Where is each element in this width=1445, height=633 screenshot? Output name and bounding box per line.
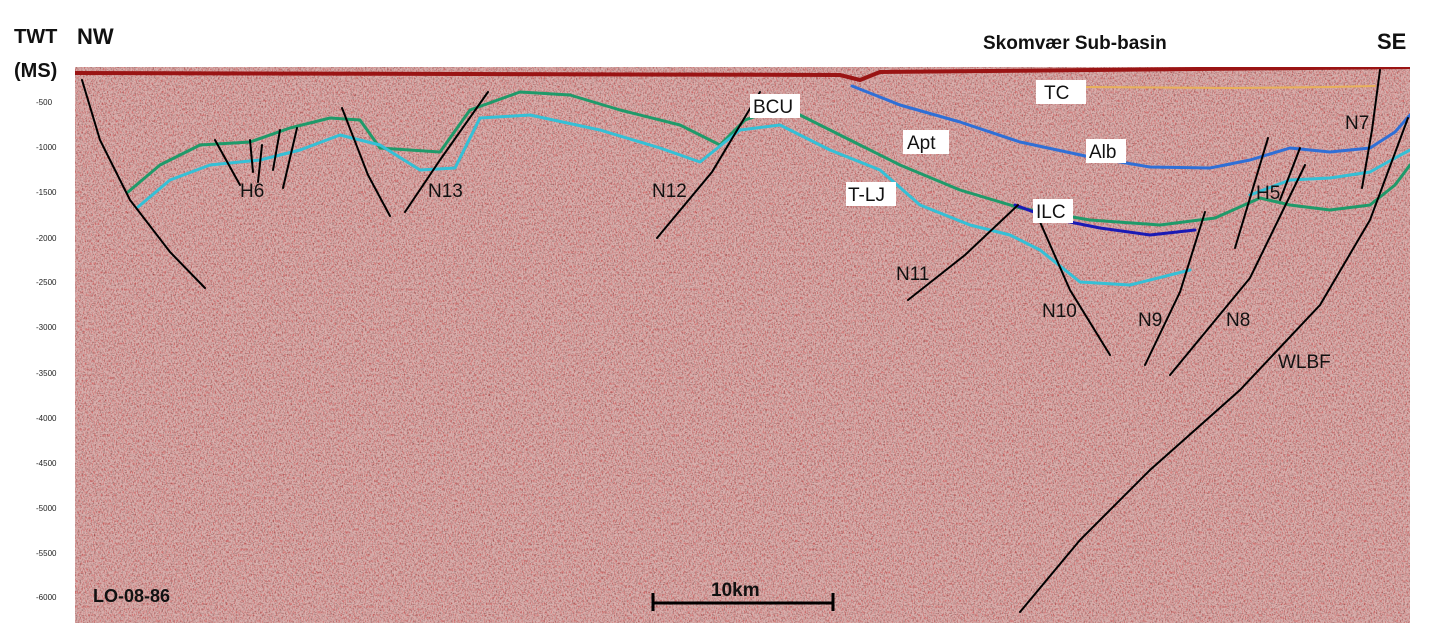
twt-units-label: (MS) (14, 60, 58, 82)
fault-label-h6: H6 (240, 181, 264, 202)
fault-label-n12: N12 (652, 181, 687, 202)
horizon-label-tc: TC (1044, 83, 1069, 104)
fault-h6-line (272, 129, 281, 171)
fault-n13-line (341, 107, 391, 217)
fault-label-h5: H5 (1256, 183, 1280, 204)
horizon-label-alb: Alb (1089, 142, 1116, 163)
fault-h6-line (257, 144, 263, 183)
horizon-tlj-east-line (1248, 148, 1410, 197)
y-tick-label: -500 (36, 98, 53, 107)
y-tick-label: -5000 (36, 504, 57, 513)
fault-h6-line (282, 127, 298, 189)
se-direction-label: SE (1377, 29, 1407, 54)
twt-axis-title: TWT (14, 26, 58, 48)
label-box (750, 94, 800, 118)
fault-label-n8: N8 (1226, 310, 1250, 331)
fault-label-wlbf: WLBF (1278, 352, 1331, 373)
fault-n13-line (404, 91, 489, 213)
seabed-reflector (75, 67, 1410, 83)
horizon-labels: TC Alb Apt BCU T-LJ ILC (750, 80, 1126, 223)
y-axis-ticks: -500 -1000 -1500 -2000 -2500 -3000 -3500… (36, 98, 57, 602)
fault-n9-line (1144, 211, 1206, 366)
horizon-tc-line (1084, 85, 1376, 89)
fault-line (81, 79, 206, 289)
y-tick-label: -4000 (36, 414, 57, 423)
fault-label-n13: N13 (428, 181, 463, 202)
y-tick-label: -1500 (36, 188, 57, 197)
fault-h5-line (1234, 137, 1269, 249)
fault-label-n7: N7 (1345, 113, 1369, 134)
horizon-label-tlj: T-LJ (848, 185, 885, 206)
fault-n11-line (907, 204, 1019, 301)
fault-n12-line (656, 91, 761, 239)
horizon-label-apt: Apt (907, 133, 936, 154)
label-box (1036, 80, 1086, 104)
horizon-tlj-line (136, 113, 1192, 287)
y-tick-label: -6000 (36, 593, 57, 602)
y-tick-label: -3000 (36, 323, 57, 332)
fault-wlbf-line (1019, 117, 1409, 613)
fault-label-n9: N9 (1138, 310, 1162, 331)
y-tick-label: -4500 (36, 459, 57, 468)
horizon-apt-line (798, 113, 1410, 227)
scale-bar-label: 10km (711, 580, 760, 601)
fault-n7-line (1361, 69, 1381, 189)
fault-n10-line (1039, 221, 1111, 356)
nw-direction-label: NW (77, 24, 114, 49)
label-box (1033, 199, 1073, 223)
fault-h6-line (214, 139, 241, 186)
fault-n8-line (1169, 164, 1306, 376)
fault-label-n10: N10 (1042, 301, 1077, 322)
fault-h6-line (249, 139, 254, 173)
fault-label-n11: N11 (896, 264, 929, 285)
label-box (903, 130, 949, 154)
horizon-label-bcu: BCU (753, 97, 793, 118)
y-tick-label: -5500 (36, 549, 57, 558)
label-box (1086, 139, 1126, 163)
seismic-line-id: LO-08-86 (93, 586, 170, 606)
fault-h5-line (1279, 147, 1301, 201)
subbasin-label: Skomvær Sub-basin (983, 33, 1167, 54)
horizon-label-ilc: ILC (1036, 202, 1066, 223)
label-box (846, 182, 896, 206)
scale-bar (651, 593, 835, 611)
y-tick-label: -3500 (36, 369, 57, 378)
y-tick-label: -2500 (36, 278, 57, 287)
horizon-alb-line (850, 84, 1410, 170)
y-tick-label: -2000 (36, 234, 57, 243)
fault-labels: H6 N13 N12 N11 N10 N9 N8 H5 N7 WLBF (240, 113, 1369, 373)
seismic-dark-texture (75, 67, 1410, 623)
y-tick-label: -1000 (36, 143, 57, 152)
